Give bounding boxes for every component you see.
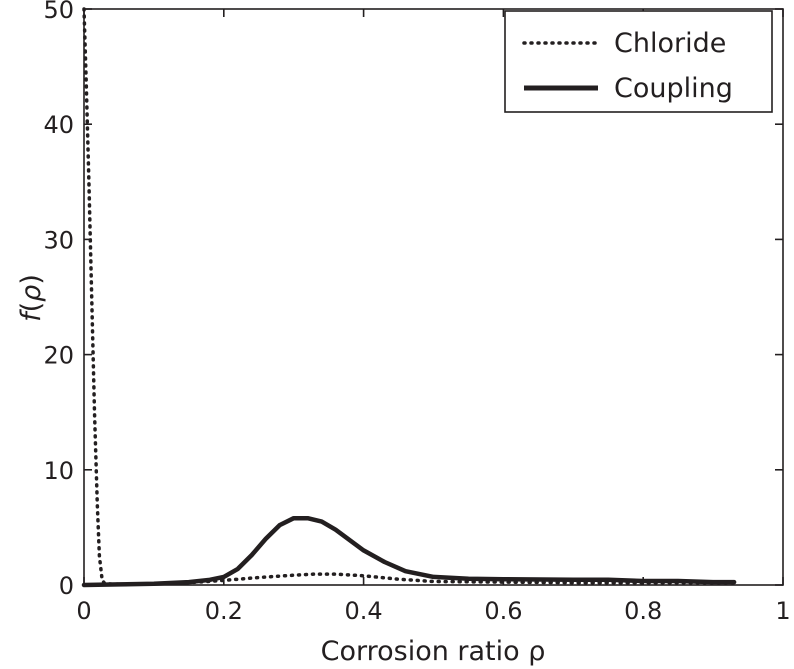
plot-frame [83, 8, 784, 586]
y-axis-ticks: 0 10 20 30 40 50 [43, 0, 783, 600]
legend-box [504, 10, 773, 113]
y-axis-label-open: ( [16, 302, 47, 313]
legend: Chloride Coupling [504, 10, 773, 113]
x-axis-label: Corrosion ratio ρ [321, 636, 546, 667]
y-tick-label: 40 [43, 111, 74, 139]
y-axis-label-close: ) [16, 274, 47, 285]
x-tick-label: 0 [76, 597, 91, 625]
x-tick-label: 0.2 [205, 597, 243, 625]
x-tick-label: 0.6 [484, 597, 522, 625]
y-axis-label: f(ρ) [16, 274, 47, 322]
y-tick-label: 50 [43, 0, 74, 24]
y-tick-label: 30 [43, 226, 74, 254]
y-tick-label: 10 [43, 457, 74, 485]
x-tick-label: 1 [775, 597, 790, 625]
plot-area-border [83, 8, 784, 586]
legend-label-chloride: Chloride [614, 28, 726, 59]
y-tick-label: 20 [43, 342, 74, 370]
x-tick-label: 0.4 [345, 597, 383, 625]
series-line-coupling [81, 515, 737, 588]
legend-label-coupling: Coupling [614, 73, 733, 104]
x-tick-label: 0.8 [624, 597, 662, 625]
y-tick-label: 0 [59, 572, 74, 600]
y-axis-label-symbol: ρ [16, 285, 47, 302]
